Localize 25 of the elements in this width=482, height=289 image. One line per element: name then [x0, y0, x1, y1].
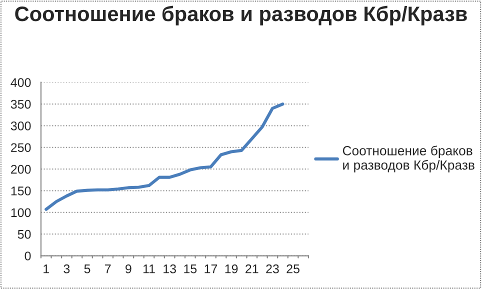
y-tick-label: 400	[10, 78, 31, 88]
x-tick-label: 25	[286, 264, 300, 274]
x-tick-label: 9	[126, 264, 132, 274]
x-tick-label: 17	[204, 264, 218, 274]
x-tick-label: 5	[84, 264, 90, 274]
y-tick-label: 150	[11, 186, 31, 196]
y-tick-label: 100	[11, 208, 31, 218]
y-tick-label: 0	[24, 252, 31, 260]
x-tick-label: 3	[64, 264, 70, 274]
chart-title: Соотношение браков и разводов Кбр/Кразв	[15, 6, 467, 26]
y-tick-label: 200	[11, 164, 31, 174]
x-tick-label: 11	[143, 264, 155, 274]
x-tick-label: 23	[266, 264, 279, 274]
legend-label: Соотношение браков и разводов Кбр/Кразв	[342, 146, 474, 172]
x-tick-label: 19	[225, 264, 238, 274]
x-tick-label: 7	[105, 264, 111, 274]
x-tick-label: 15	[184, 264, 197, 274]
x-tick-label: 1	[44, 264, 49, 274]
x-tick-label: 13	[164, 264, 176, 274]
x-tick-label: 21	[246, 264, 258, 274]
y-tick-label: 350	[10, 100, 31, 109]
line-series	[44, 102, 284, 211]
y-tick-label: 300	[10, 122, 31, 130]
y-tick-label: 250	[11, 143, 31, 152]
y-tick-label: 50	[18, 230, 31, 239]
